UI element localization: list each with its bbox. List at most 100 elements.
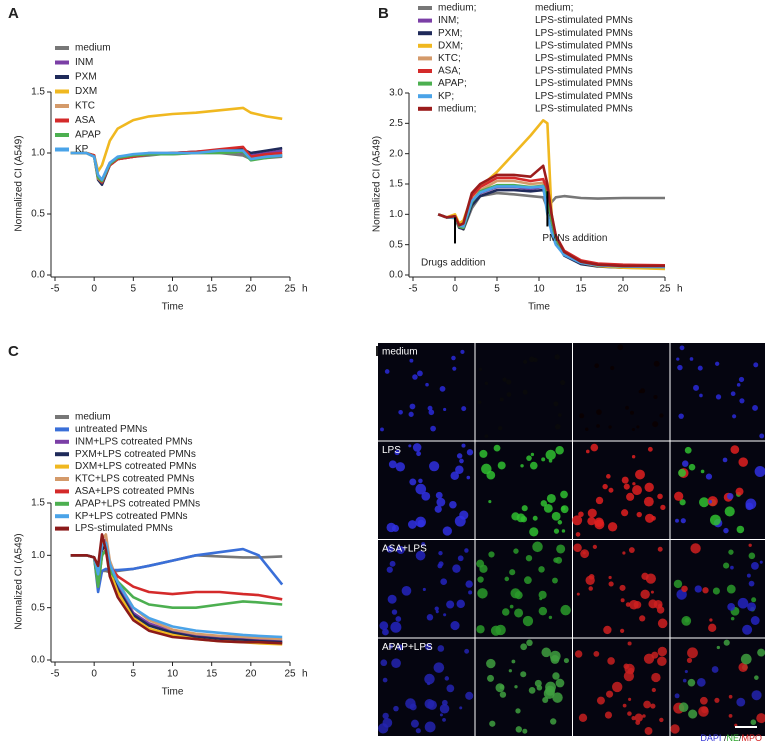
cell — [650, 703, 656, 709]
cell — [651, 651, 659, 659]
cell — [424, 721, 436, 733]
cell — [476, 625, 485, 634]
cell — [552, 672, 560, 680]
cell — [394, 449, 400, 456]
cell — [489, 720, 496, 727]
cell — [433, 662, 445, 673]
cell — [410, 719, 419, 728]
cell — [707, 496, 718, 507]
cell — [645, 573, 656, 584]
cell — [555, 445, 564, 455]
cell — [632, 482, 636, 486]
cell — [554, 354, 560, 360]
cell — [415, 728, 421, 734]
cell — [391, 609, 398, 615]
cell — [506, 379, 512, 385]
annotation: PMNs addition — [542, 233, 607, 244]
cell — [552, 577, 558, 584]
cell — [409, 403, 416, 410]
cell — [732, 414, 737, 419]
micrograph — [670, 343, 765, 441]
legend-label: KTC; — [438, 53, 461, 64]
legend-condition: LPS-stimulated PMNs — [535, 91, 633, 102]
y-tick-label: 1.5 — [389, 179, 403, 190]
cell — [456, 599, 465, 609]
cell — [705, 473, 713, 480]
cell — [524, 576, 532, 585]
cell — [454, 515, 466, 527]
cell — [753, 362, 759, 368]
cell — [673, 579, 683, 589]
cell — [549, 650, 561, 662]
cell — [427, 700, 437, 710]
cell — [751, 597, 757, 603]
cell — [486, 658, 496, 669]
cell — [560, 490, 568, 499]
cell — [382, 677, 388, 683]
cell — [757, 648, 765, 657]
cell — [459, 458, 464, 464]
cell — [606, 474, 611, 479]
cell — [711, 666, 719, 673]
x-tick-label: 20 — [245, 284, 257, 295]
cell — [412, 374, 418, 380]
x-unit: h — [302, 669, 308, 680]
cell — [442, 526, 452, 536]
cell — [697, 365, 703, 371]
cell — [525, 554, 533, 562]
cell — [552, 692, 563, 703]
cell — [759, 433, 765, 439]
cell — [675, 518, 679, 523]
cell — [386, 566, 393, 573]
y-axis-title: Normalized CI (A549) — [14, 135, 25, 231]
cell — [634, 713, 643, 722]
cell — [648, 599, 658, 609]
cell — [674, 693, 680, 699]
cell — [623, 483, 630, 490]
cell — [681, 585, 688, 593]
x-tick-label: 0 — [452, 284, 458, 295]
cell — [621, 476, 629, 484]
cell — [620, 598, 625, 603]
cell — [497, 425, 503, 431]
cell — [479, 449, 488, 458]
cell — [714, 697, 720, 703]
cell — [554, 423, 561, 430]
cell — [631, 455, 636, 459]
cell — [679, 345, 685, 351]
cell — [560, 604, 571, 616]
legend-condition: LPS-stimulated PMNs — [535, 78, 633, 89]
cell — [468, 590, 473, 595]
cell — [415, 483, 427, 495]
cell — [456, 453, 463, 459]
panel-label: C — [8, 343, 19, 360]
cell — [408, 444, 412, 448]
cell — [572, 515, 583, 526]
cell — [684, 617, 690, 623]
cell — [457, 555, 464, 562]
cell — [631, 427, 635, 432]
cell — [625, 602, 631, 607]
cell — [380, 427, 384, 432]
panel-label: A — [8, 5, 19, 22]
cell — [608, 487, 614, 493]
cell — [748, 543, 752, 547]
cell — [737, 597, 749, 609]
legend-label: APAP+LPS cotreated PMNs — [75, 498, 200, 509]
cell — [709, 514, 721, 526]
cell — [742, 624, 753, 635]
cell — [607, 657, 615, 665]
cell — [548, 615, 553, 620]
cell — [538, 590, 547, 599]
cell — [678, 702, 689, 712]
legend-condition: medium; — [535, 3, 573, 14]
cell — [688, 463, 696, 471]
cell — [631, 716, 636, 721]
y-tick-label: 0.5 — [389, 239, 403, 250]
cell — [657, 646, 668, 657]
cell — [499, 397, 504, 402]
cell — [736, 697, 746, 707]
y-tick-label: 1.0 — [31, 148, 45, 159]
channel-name: MPO — [741, 733, 762, 743]
legend-label: LPS-stimulated PMNs — [75, 523, 173, 534]
